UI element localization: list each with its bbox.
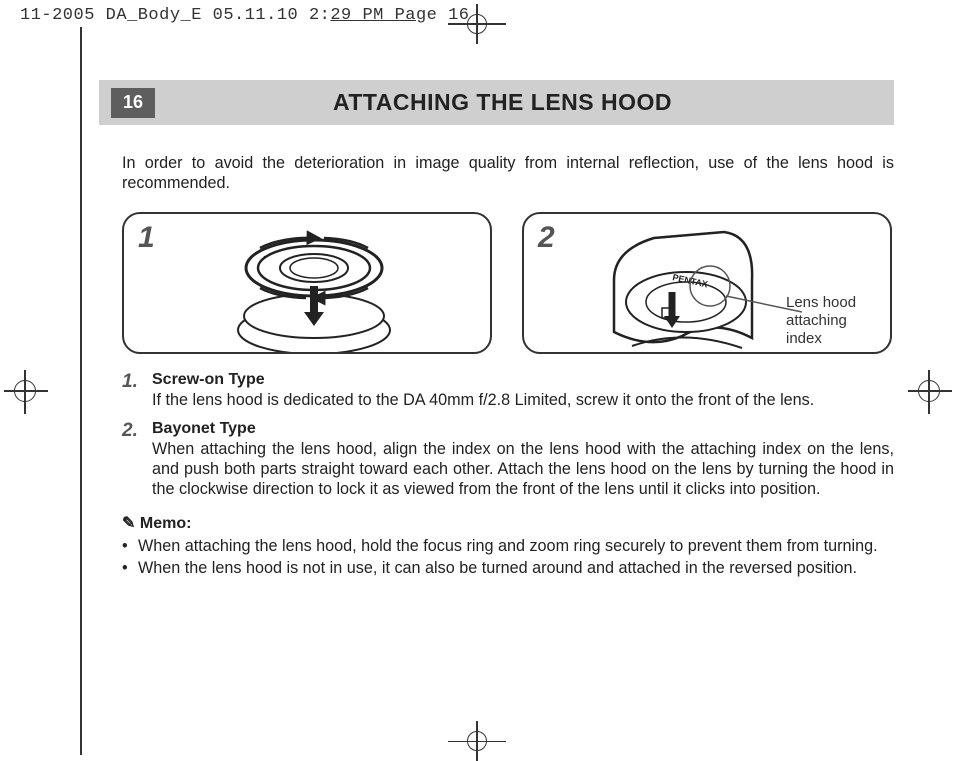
prepress-header: 11-2005 DA_Body_E 05.11.10 2:29 PM Page … <box>20 6 470 25</box>
step-1-body: Screw-on Type If the lens hood is dedica… <box>152 370 894 411</box>
figure-1-number: 1 <box>138 220 155 257</box>
memo-item-2: When the lens hood is not in use, it can… <box>122 559 894 579</box>
figure-2-number: 2 <box>538 220 555 257</box>
memo-list: When attaching the lens hood, hold the f… <box>122 537 894 579</box>
step-2-title: Bayonet Type <box>152 419 894 439</box>
step-1: 1. Screw-on Type If the lens hood is ded… <box>122 370 894 411</box>
crop-mark-top-v <box>476 4 478 44</box>
step-2-body: Bayonet Type When attaching the lens hoo… <box>152 419 894 500</box>
figures-row: 1 <box>122 212 894 354</box>
title-bar: 16 ATTACHING THE LENS HOOD <box>99 80 894 125</box>
step-2-number: 2. <box>122 419 152 500</box>
figure-2-callout-label: Lens hood attaching index <box>786 294 876 348</box>
lens-illustration <box>214 212 414 354</box>
step-1-number: 1. <box>122 370 152 411</box>
content-region: In order to avoid the deterioration in i… <box>122 154 894 581</box>
memo-item-1-text: When attaching the lens hood, hold the f… <box>138 537 894 557</box>
step-1-text: If the lens hood is dedicated to the DA … <box>152 391 814 409</box>
crop-margin-line <box>80 27 82 755</box>
memo-heading: Memo: <box>122 514 894 534</box>
memo-item-1: When attaching the lens hood, hold the f… <box>122 537 894 557</box>
figure-2: 2 PENTAX Lens hood attaching <box>522 212 892 354</box>
step-2-text: When attaching the lens hood, align the … <box>152 440 894 498</box>
crop-mark-left <box>14 380 36 402</box>
hood-illustration: PENTAX <box>554 220 804 354</box>
page-number-badge: 16 <box>111 88 155 118</box>
steps-list: 1. Screw-on Type If the lens hood is ded… <box>122 370 894 500</box>
crop-mark-right <box>918 380 940 402</box>
step-2: 2. Bayonet Type When attaching the lens … <box>122 419 894 500</box>
crop-mark-bottom-v <box>476 721 478 761</box>
step-1-title: Screw-on Type <box>152 370 894 390</box>
page-title: ATTACHING THE LENS HOOD <box>155 89 850 116</box>
memo-item-2-text: When the lens hood is not in use, it can… <box>138 559 894 579</box>
figure-1: 1 <box>122 212 492 354</box>
prepress-underlined: 29 PM Pa <box>330 6 416 25</box>
prepress-prefix: 11-2005 DA_Body_E 05.11.10 2: <box>20 6 330 25</box>
intro-text: In order to avoid the deterioration in i… <box>122 154 894 194</box>
